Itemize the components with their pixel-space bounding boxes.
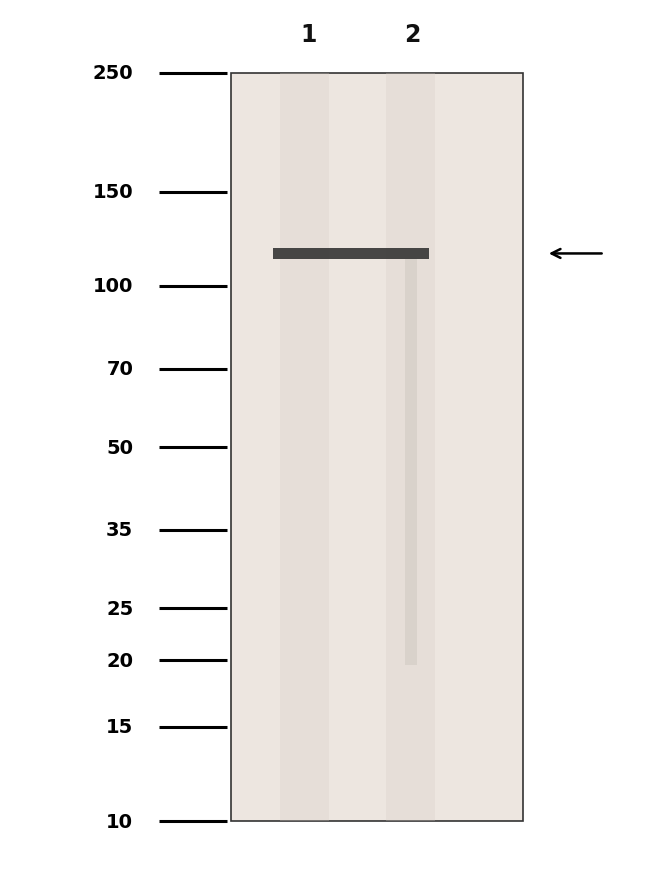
Bar [231,74,523,821]
Text: 20: 20 [106,651,133,670]
Text: 25: 25 [106,599,133,618]
Text: 10: 10 [106,812,133,831]
Bar [273,249,429,259]
Bar [280,74,329,821]
Text: 70: 70 [107,360,133,379]
Text: 2: 2 [404,23,421,47]
Bar [405,259,417,665]
Bar [386,74,436,821]
Text: 50: 50 [106,438,133,457]
Text: 1: 1 [300,23,317,47]
Text: 15: 15 [106,718,133,737]
Text: 100: 100 [93,277,133,296]
Text: 150: 150 [92,183,133,202]
Text: 35: 35 [106,521,133,540]
Text: 250: 250 [92,64,133,83]
